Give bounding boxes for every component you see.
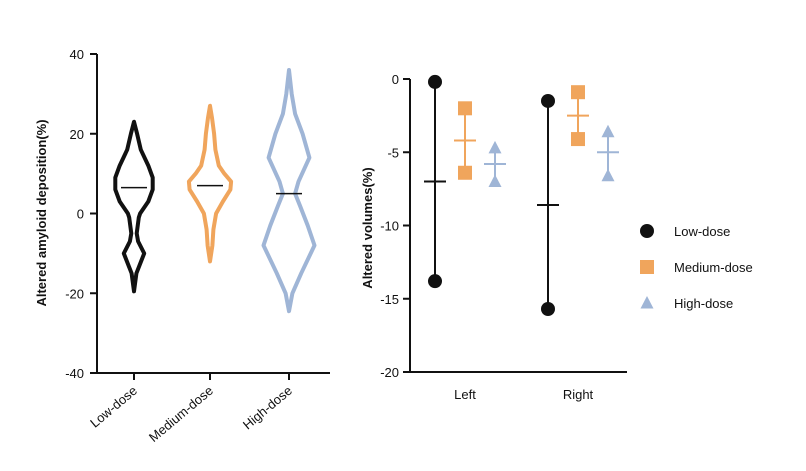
violin-y-tick-label: -20 — [65, 286, 84, 301]
volumes-x-tick-label: Right — [563, 387, 594, 402]
data-point-high-dose — [601, 124, 615, 138]
data-point-medium-dose — [458, 101, 472, 116]
data-point-high-dose — [488, 140, 502, 154]
data-point-low-dose — [541, 302, 555, 317]
data-point-high-dose — [601, 168, 615, 182]
legend-marker-medium-dose — [640, 260, 654, 274]
legend: Low-dose Medium-dose High-dose — [640, 224, 753, 311]
violin-x-tick-label: High-dose — [240, 383, 295, 433]
violin-x-tick-label: Low-dose — [87, 383, 140, 431]
violin-high-dose — [261, 68, 317, 314]
data-point-medium-dose — [458, 165, 472, 180]
legend-label: Low-dose — [674, 224, 730, 239]
volumes-y-tick-label: -10 — [380, 219, 399, 234]
violin-low-dose — [113, 119, 155, 294]
volumes-x-tick-label: Left — [454, 387, 476, 402]
legend-label: Medium-dose — [674, 260, 753, 275]
data-point-high-dose — [488, 174, 502, 188]
volumes-chart: 0 -5 -10 -15 -20 Left Right Altered volumes(%… — [360, 72, 627, 402]
legend-label: High-dose — [674, 296, 733, 311]
violin-medium-dose — [186, 103, 234, 264]
volumes-y-tick-label: -20 — [380, 365, 399, 380]
violin-y-tick-label: 20 — [70, 127, 84, 142]
violin-y-tick-label: 40 — [70, 47, 84, 62]
violin-y-axis-label: Altered amyloid deposition(%) — [34, 119, 49, 306]
violin-x-tick-label: Medium-dose — [146, 383, 216, 445]
violin-y-tick-label: -40 — [65, 366, 84, 381]
violin-y-tick-label: 0 — [77, 207, 84, 222]
legend-marker-low-dose — [640, 224, 654, 238]
volumes-y-tick-label: -15 — [380, 292, 399, 307]
data-point-low-dose — [428, 74, 442, 89]
volumes-y-tick-label: 0 — [392, 72, 399, 87]
data-point-medium-dose — [571, 85, 585, 100]
legend-marker-high-dose — [640, 296, 654, 309]
violin-chart: 40 20 0 -20 -40 Low-dose Medium-dose High-dose… — [34, 47, 330, 445]
data-point-low-dose — [428, 274, 442, 289]
data-point-medium-dose — [571, 132, 585, 147]
data-point-low-dose — [541, 93, 555, 108]
volumes-y-tick-label: -5 — [387, 145, 399, 160]
volumes-y-axis-label: Altered volumes(%) — [360, 167, 375, 288]
